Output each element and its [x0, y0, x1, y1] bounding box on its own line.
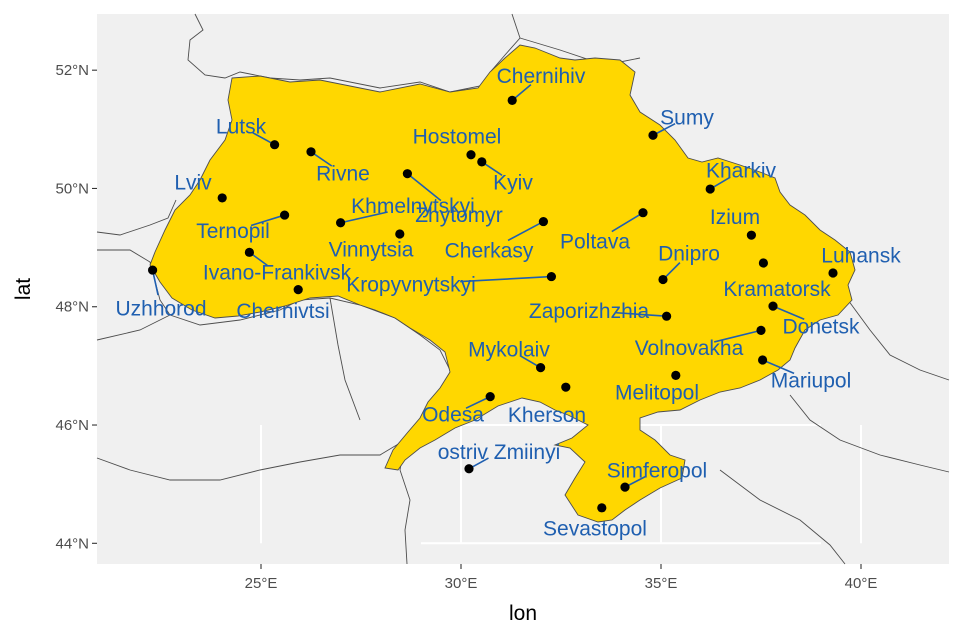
- city-label-12: Vinnytsia: [329, 238, 414, 261]
- city-label-6: Zhytomyr: [415, 204, 503, 227]
- city-point-3: [306, 147, 316, 157]
- city-point-14: [638, 208, 648, 218]
- city-point-21: [293, 284, 303, 295]
- leader-line-6: [406, 173, 442, 202]
- city-point-18: [148, 265, 158, 275]
- city-label-20: Kropyvnytskyi: [346, 273, 476, 296]
- city-label-3: Rivne: [316, 163, 370, 186]
- leader-line-9: [340, 211, 388, 224]
- y-tick-label-4: 52°N: [55, 62, 89, 79]
- city-point-15: [658, 274, 668, 285]
- city-point-28: [561, 382, 571, 392]
- city-label-10: Ternopil: [196, 220, 270, 243]
- city-label-22: Zaporizhzhia: [529, 300, 650, 323]
- city-point-0: [507, 95, 517, 105]
- city-point-26: [758, 355, 768, 365]
- city-point-31: [620, 482, 630, 492]
- x-axis-title: lon: [509, 602, 537, 625]
- city-label-2: Lutsk: [216, 115, 267, 138]
- city-label-18: Uzhhorod: [115, 298, 206, 321]
- leader-line-10: [250, 214, 285, 227]
- city-point-25: [536, 363, 546, 373]
- city-label-31: Simferopol: [607, 460, 707, 483]
- city-point-4: [466, 150, 476, 160]
- leader-line-24: [714, 329, 762, 343]
- city-point-19: [244, 247, 254, 257]
- city-point-23: [768, 301, 778, 311]
- city-point-27: [671, 370, 681, 380]
- y-tick-label-1: 46°N: [55, 417, 89, 434]
- leader-line-26: [762, 359, 795, 375]
- city-point-29: [485, 392, 495, 402]
- leader-line-22: [616, 311, 667, 318]
- leader-line-13: [507, 220, 544, 242]
- city-label-26: Mariupol: [771, 370, 852, 393]
- y-tick-label-3: 50°N: [55, 180, 89, 197]
- city-label-11: Izium: [710, 206, 760, 229]
- leader-line-20: [460, 275, 552, 283]
- city-point-6: [402, 169, 412, 179]
- city-label-28: Kherson: [508, 404, 586, 427]
- city-point-12: [395, 229, 405, 239]
- city-label-7: Kharkiv: [706, 160, 777, 183]
- city-label-13: Cherkasy: [445, 240, 534, 263]
- x-tick-label-0: 25°E: [245, 575, 278, 592]
- x-tick-label-2: 35°E: [645, 575, 678, 592]
- city-points: [148, 95, 838, 513]
- city-point-32: [597, 503, 607, 513]
- city-label-29: Odesa: [422, 403, 484, 426]
- ukraine-shape: [149, 44, 856, 523]
- city-label-27: Melitopol: [615, 381, 699, 404]
- city-label-16: Luhansk: [821, 244, 901, 267]
- city-label-8: Lviv: [174, 172, 212, 195]
- city-label-15: Dnipro: [658, 243, 720, 266]
- city-label-32: Sevastopol: [543, 518, 647, 541]
- x-tick-label-3: 40°E: [845, 575, 878, 592]
- city-label-1: Sumy: [660, 106, 714, 129]
- label-leaders: [151, 83, 805, 488]
- city-label-25: Mykolaiv: [468, 338, 550, 361]
- city-label-0: Chernihiv: [497, 65, 586, 88]
- city-label-5: Kyiv: [493, 172, 533, 195]
- y-tick-label-2: 48°N: [55, 299, 89, 316]
- city-point-20: [546, 271, 557, 282]
- city-point-9: [336, 218, 346, 228]
- city-point-11: [746, 230, 757, 240]
- leader-line-14: [611, 212, 644, 233]
- city-label-23: Donetsk: [782, 315, 860, 338]
- x-tick-label-1: 30°E: [445, 575, 478, 592]
- city-point-2: [270, 140, 280, 150]
- city-labels: Chernihiv Sumy Lutsk Rivne Hostomel Kyiv Zhyto…: [115, 65, 901, 540]
- city-point-24: [756, 325, 766, 335]
- city-label-30: ostriv Zmiinyi: [438, 441, 561, 464]
- city-point-22: [662, 311, 672, 321]
- city-label-14: Poltava: [560, 231, 630, 254]
- y-axis-title: lat: [12, 278, 35, 300]
- city-point-1: [648, 130, 658, 140]
- y-tick-label-0: 44°N: [55, 535, 89, 552]
- city-point-17: [758, 258, 769, 268]
- city-label-24: Volnovakha: [635, 337, 744, 360]
- city-label-21: Chernivtsi: [236, 300, 329, 323]
- city-point-5: [477, 157, 487, 167]
- city-point-16: [828, 268, 838, 278]
- city-point-8: [217, 193, 227, 203]
- city-label-19: Ivano-Frankivsk: [203, 261, 352, 284]
- city-point-7: [705, 184, 715, 194]
- city-point-13: [538, 216, 549, 227]
- city-point-30: [464, 464, 474, 474]
- city-label-9: Khmelnytskyi: [351, 195, 475, 218]
- city-label-4: Hostomel: [413, 125, 502, 148]
- leader-line-23: [772, 305, 805, 320]
- city-label-17: Kramatorsk: [723, 278, 831, 301]
- city-point-10: [280, 210, 290, 220]
